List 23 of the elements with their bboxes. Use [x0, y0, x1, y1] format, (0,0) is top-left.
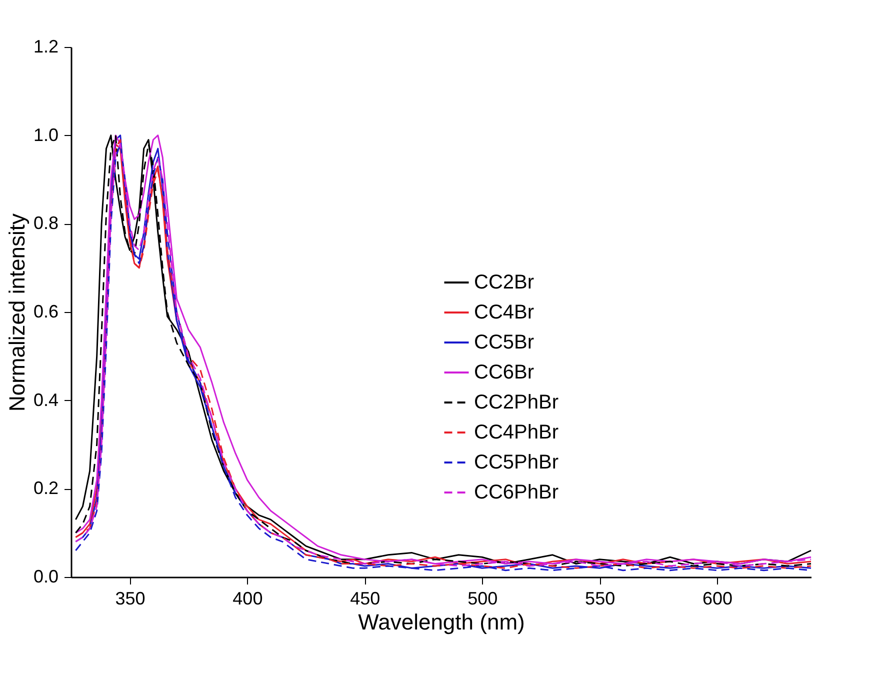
legend-label: CC6Br	[474, 362, 534, 384]
legend-label: CC4Br	[474, 302, 534, 324]
legend-label: CC2Br	[474, 272, 534, 294]
x-axis-title: Wavelength (nm)	[358, 610, 525, 634]
x-tick-label: 350	[115, 588, 146, 608]
legend-label: CC4PhBr	[474, 422, 559, 444]
y-tick-label: 0.0	[33, 566, 58, 586]
y-tick-label: 0.4	[33, 390, 58, 410]
legend-label: CC2PhBr	[474, 392, 559, 414]
x-tick-label: 550	[585, 588, 616, 608]
legend-label: CC6PhBr	[474, 482, 559, 504]
y-tick-label: 0.6	[33, 302, 58, 322]
y-tick-label: 0.8	[33, 213, 58, 234]
y-tick-label: 1.2	[33, 36, 58, 56]
y-tick-label: 1.0	[33, 124, 58, 145]
legend-label: CC5PhBr	[474, 452, 559, 474]
x-tick-label: 600	[702, 588, 733, 608]
y-tick-label: 0.2	[33, 478, 58, 498]
x-tick-label: 450	[350, 588, 380, 608]
legend-label: CC5Br	[474, 332, 534, 354]
x-tick-label: 400	[232, 588, 263, 608]
x-tick-label: 500	[468, 588, 498, 608]
y-axis-title: Normalized intensity	[4, 213, 30, 412]
